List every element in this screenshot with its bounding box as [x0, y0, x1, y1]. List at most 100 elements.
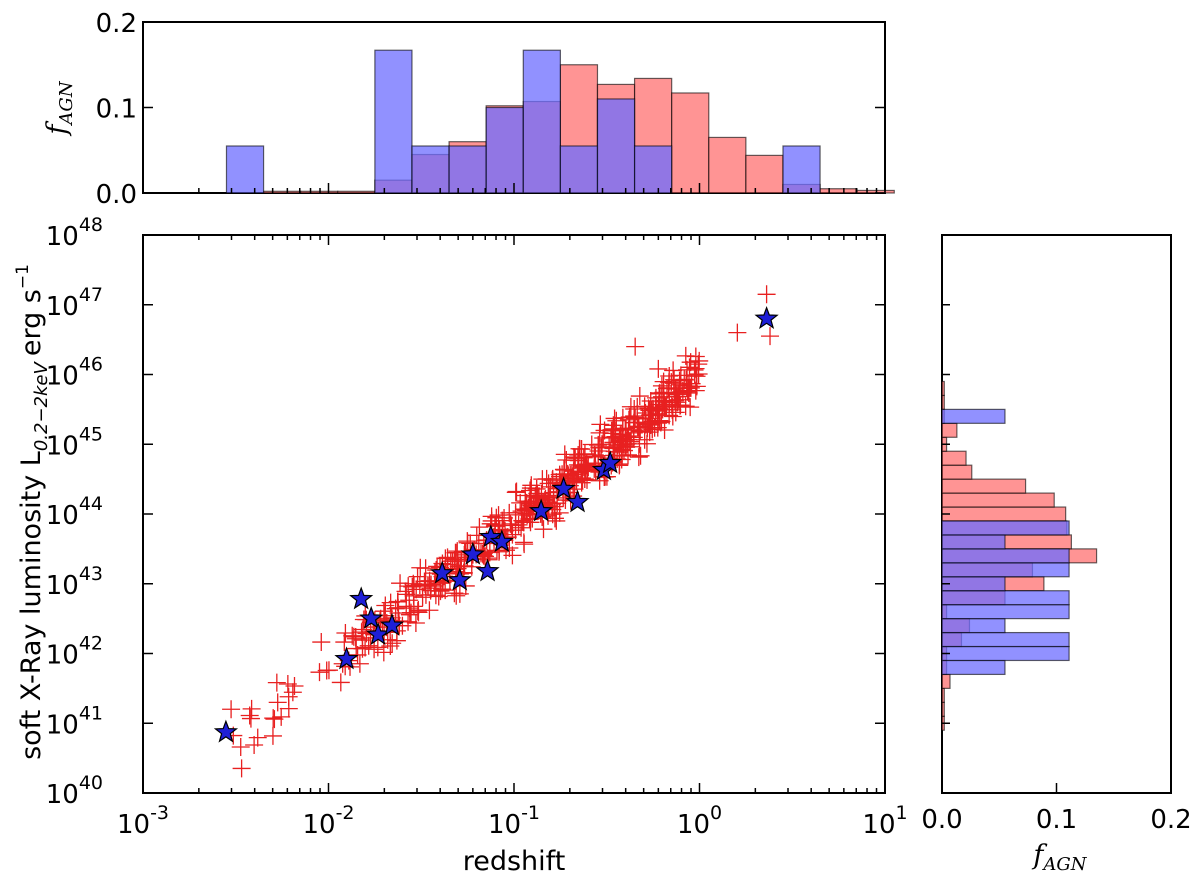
- top-hist-bar: [300, 190, 339, 194]
- scatter-cross: [515, 535, 534, 554]
- scatter-cross: [331, 673, 350, 692]
- scatter-cross: [353, 639, 372, 658]
- right-hist-bar: [941, 464, 973, 480]
- y-tick-exp: 42: [79, 633, 103, 655]
- scatter-cross: [317, 661, 336, 680]
- right-hist-x-title-sub: AGN: [1041, 854, 1087, 875]
- top-hist-bar: [411, 145, 450, 194]
- scatter-cross: [404, 574, 423, 593]
- scatter-cross: [248, 728, 267, 747]
- scatter-star: [478, 524, 503, 548]
- top-hist-y-tick-label: 0.1: [96, 95, 137, 125]
- y-tick-label: 1047: [46, 284, 103, 322]
- scatter-cross: [241, 709, 260, 728]
- scatter-cross: [399, 577, 418, 596]
- scatter-cross: [728, 323, 747, 342]
- scatter-cross: [476, 547, 495, 566]
- right-hist-bar: [941, 506, 1067, 522]
- scatter-cross: [689, 355, 708, 374]
- scatter-star: [460, 541, 485, 565]
- scatter-star: [598, 450, 623, 474]
- right-hist-bar: [941, 408, 1006, 424]
- top-hist-bar: [782, 145, 821, 194]
- scatter-cross: [406, 614, 425, 633]
- y-axis-title-sup: −1: [13, 264, 33, 289]
- scatter-cross: [574, 448, 593, 467]
- scatter-star: [551, 476, 576, 500]
- x-tick-label: 101: [862, 802, 907, 840]
- scatter-cross: [418, 576, 437, 595]
- top-hist-bar: [522, 49, 561, 194]
- scatter-star: [528, 498, 554, 522]
- scatter-cross: [655, 421, 674, 440]
- right-hist-bar: [941, 380, 945, 397]
- y-tick-exp: 45: [79, 423, 103, 445]
- scatter-cross: [368, 638, 387, 657]
- scatter-cross: [346, 627, 365, 646]
- scatter-cross: [621, 397, 640, 416]
- top-hist-y-tick-label: 0.0: [96, 180, 137, 210]
- y-tick-exp: 46: [79, 354, 103, 376]
- right-hist-bar: [941, 520, 1070, 536]
- scatter-cross: [629, 417, 648, 436]
- right-hist-bar: [941, 631, 1070, 648]
- scatter-cross: [409, 603, 428, 622]
- scatter-cross: [603, 428, 622, 447]
- scatter-cross: [630, 387, 649, 406]
- scatter-cross: [353, 620, 372, 639]
- scatter-cross: [264, 709, 283, 728]
- scatter-cross: [268, 693, 287, 712]
- scatter-star: [475, 558, 500, 582]
- scatter-cross: [666, 403, 685, 422]
- scatter-cross: [547, 511, 566, 530]
- scatter-cross: [350, 654, 369, 673]
- right-hist-bar: [941, 645, 1070, 662]
- right-hist-bar: [941, 534, 1006, 550]
- scatter-cross: [566, 451, 585, 470]
- y-tick-label: 1045: [46, 423, 103, 461]
- y-tick-base: 10: [46, 501, 79, 531]
- right-hist-x-tick-label: 0.0: [921, 805, 962, 835]
- y-tick-label: 1041: [46, 702, 103, 740]
- scatter-cross: [533, 470, 552, 489]
- scatter-cross: [416, 559, 435, 578]
- y-tick-label: 1044: [46, 493, 103, 531]
- x-tick-exp: 0: [710, 802, 722, 824]
- scatter-cross: [336, 623, 355, 642]
- x-tick-label: 10-2: [302, 802, 354, 840]
- scatter-cross: [612, 440, 631, 459]
- right-hist-x-title-main: f: [1031, 840, 1047, 871]
- scatter-cross: [665, 391, 684, 410]
- scatter-cross: [343, 626, 362, 645]
- top-hist-bar: [337, 190, 376, 194]
- right-histogram: [941, 380, 1098, 731]
- scatter-cross: [500, 503, 519, 522]
- scatter-cross: [506, 483, 525, 502]
- x-tick-label: 100: [677, 802, 722, 840]
- scatter-cross: [652, 412, 671, 431]
- right-hist-bar: [941, 394, 945, 410]
- scatter-cross: [577, 455, 596, 474]
- scatter-star: [447, 567, 472, 591]
- scatter-cross: [608, 436, 627, 455]
- scatter-cross: [386, 599, 405, 618]
- top-hist-y-title-sub: AGN: [56, 80, 77, 126]
- scatter-star: [754, 305, 779, 329]
- x-tick-base: 10: [677, 810, 710, 840]
- y-axis-title-sub: 0.2−2keV: [31, 360, 52, 451]
- x-tick-base: 10: [117, 810, 150, 840]
- scatter-cross: [626, 337, 645, 356]
- x-tick-exp: -1: [521, 802, 540, 824]
- y-axis-title-main: soft X-Ray luminosity L: [16, 451, 47, 760]
- y-tick-base: 10: [46, 222, 79, 252]
- scatter-cross: [585, 447, 604, 466]
- scatter-cross: [507, 482, 526, 501]
- scatter-cross: [232, 759, 251, 778]
- scatter-star: [379, 612, 405, 636]
- scatter-cross: [416, 585, 435, 604]
- top-hist-bar: [596, 98, 636, 194]
- scatter-cross: [529, 487, 548, 506]
- scatter-star: [334, 646, 359, 670]
- right-hist-bar: [941, 492, 1055, 508]
- scatter-cross: [635, 430, 654, 449]
